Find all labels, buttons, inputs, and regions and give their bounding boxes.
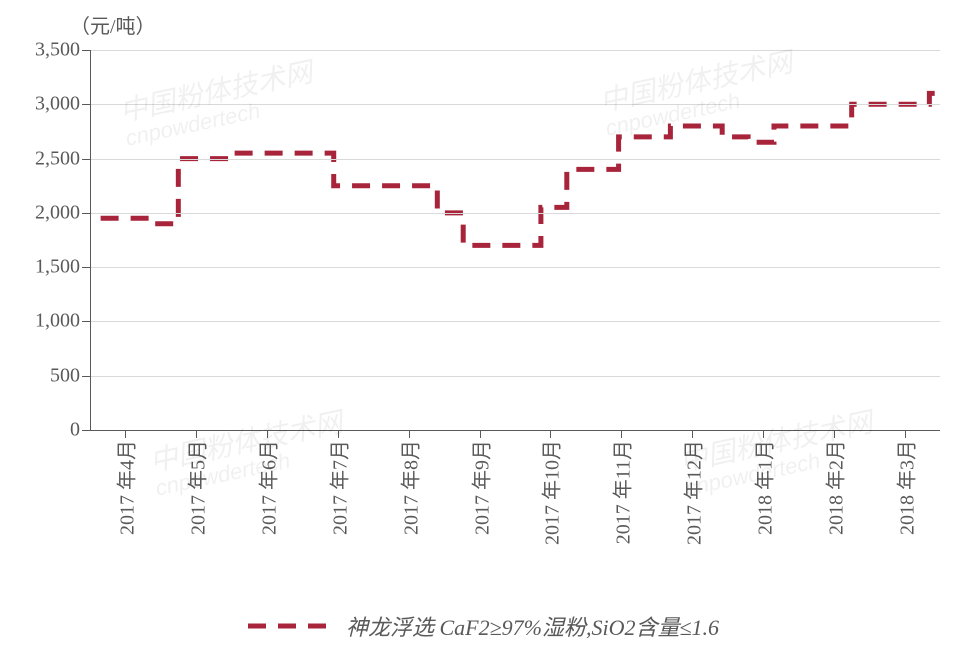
y-tick-label: 1,500: [2, 256, 80, 279]
y-tick-label: 500: [2, 364, 80, 387]
series-line: [90, 50, 940, 430]
y-axis-ticks: 05001,0001,5002,0002,5003,0003,500: [0, 50, 80, 430]
x-tick-mark: [125, 430, 126, 438]
legend-swatch: [248, 619, 336, 633]
x-tick-label: 2018 年1月: [748, 440, 777, 535]
grid-line: [90, 376, 940, 377]
x-tick-mark: [834, 430, 835, 438]
y-tick-mark: [82, 430, 90, 431]
x-tick-label: 2017 年12月: [678, 440, 707, 545]
y-tick-label: 3,000: [2, 93, 80, 116]
x-tick-label: 2017 年4月: [111, 440, 140, 535]
x-tick-label: 2017 年10月: [536, 440, 565, 545]
x-tick-label: 2017 年6月: [253, 440, 282, 535]
x-tick-mark: [905, 430, 906, 438]
y-tick-mark: [82, 267, 90, 268]
grid-line: [90, 104, 940, 105]
grid-line: [90, 321, 940, 322]
x-tick-mark: [621, 430, 622, 438]
x-tick-label: 2017 年7月: [323, 440, 352, 535]
x-tick-label: 2017 年8月: [394, 440, 423, 535]
x-tick-label: 2018 年3月: [890, 440, 919, 535]
x-tick-mark: [267, 430, 268, 438]
x-tick-mark: [196, 430, 197, 438]
y-tick-mark: [82, 376, 90, 377]
y-tick-mark: [82, 213, 90, 214]
x-tick-mark: [692, 430, 693, 438]
x-axis-line: [90, 430, 940, 431]
x-tick-label: 2017 年5月: [182, 440, 211, 535]
grid-line: [90, 213, 940, 214]
y-tick-mark: [82, 321, 90, 322]
x-tick-label: 2018 年2月: [819, 440, 848, 535]
x-tick-mark: [480, 430, 481, 438]
x-tick-mark: [409, 430, 410, 438]
legend: 神龙浮选 CaF2≥97%湿粉,SiO2含量≤1.6: [0, 610, 967, 642]
y-axis-line: [90, 50, 91, 430]
grid-line: [90, 50, 940, 51]
y-tick-label: 0: [2, 419, 80, 442]
x-axis-ticks: 2017 年4月 2017 年5月 2017 年6月 2017 年7月 2017 年8月…: [90, 440, 940, 610]
x-tick-label: 2017 年9月: [465, 440, 494, 535]
y-tick-label: 1,000: [2, 310, 80, 333]
y-tick-label: 2,000: [2, 201, 80, 224]
y-tick-label: 3,500: [2, 39, 80, 62]
grid-line: [90, 267, 940, 268]
y-tick-mark: [82, 104, 90, 105]
x-tick-mark: [763, 430, 764, 438]
x-tick-mark: [550, 430, 551, 438]
x-tick-mark: [338, 430, 339, 438]
y-tick-mark: [82, 50, 90, 51]
x-tick-label: 2017 年11月: [607, 440, 636, 544]
grid-line: [90, 159, 940, 160]
plot-area: [90, 50, 940, 430]
y-tick-mark: [82, 159, 90, 160]
y-tick-label: 2,500: [2, 147, 80, 170]
legend-label: 神龙浮选 CaF2≥97%湿粉,SiO2含量≤1.6: [346, 610, 719, 642]
price-step-chart: （元/吨） 0 500 1,000 1,500 2,000 2,500 3,000 3,500…: [0, 0, 967, 662]
y-axis-title: （元/吨）: [70, 10, 156, 39]
